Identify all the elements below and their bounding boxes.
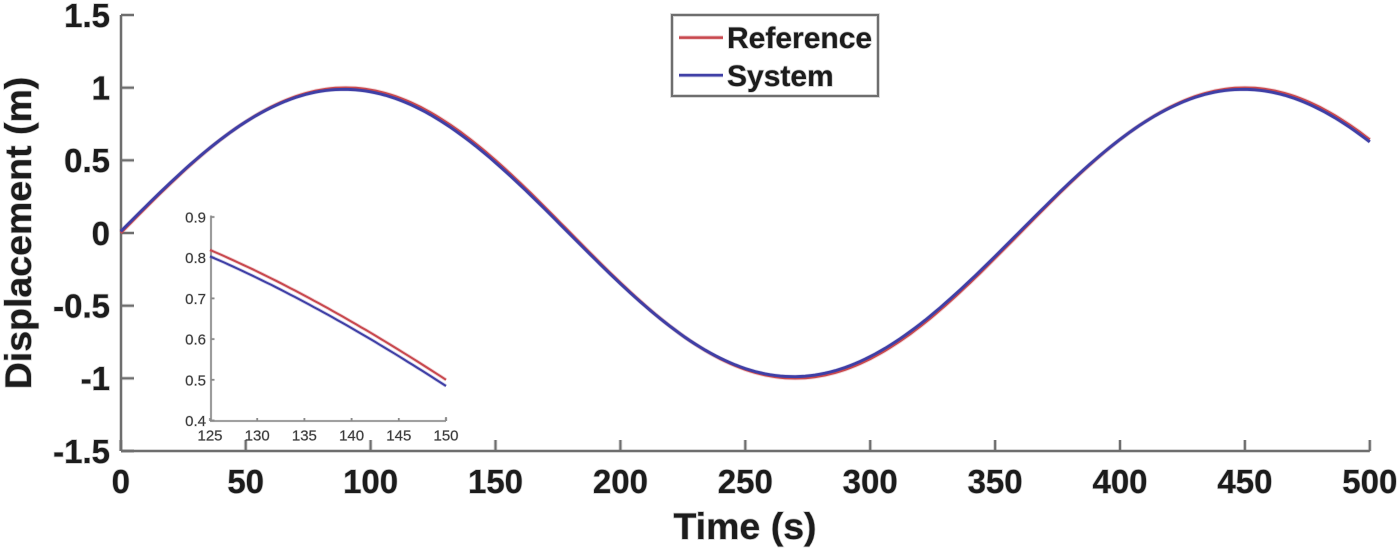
svg-text:500: 500 [1342, 463, 1397, 500]
svg-text:250: 250 [718, 463, 773, 500]
svg-text:300: 300 [843, 463, 898, 500]
svg-text:0.6: 0.6 [185, 332, 206, 349]
svg-text:-1.5: -1.5 [53, 433, 110, 470]
svg-text:Time (s): Time (s) [673, 505, 816, 547]
svg-text:135: 135 [292, 428, 317, 445]
svg-text:0.7: 0.7 [185, 291, 206, 308]
svg-text:System: System [727, 60, 834, 93]
svg-text:0.9: 0.9 [185, 210, 206, 227]
svg-text:-0.5: -0.5 [53, 288, 110, 325]
svg-text:125: 125 [197, 428, 222, 445]
svg-text:0: 0 [92, 215, 110, 252]
svg-text:50: 50 [227, 463, 264, 500]
svg-text:0: 0 [112, 463, 130, 500]
svg-text:0.4: 0.4 [185, 413, 206, 430]
svg-text:0.8: 0.8 [185, 250, 206, 267]
svg-text:-1: -1 [81, 360, 110, 397]
svg-text:0.5: 0.5 [185, 372, 206, 389]
svg-text:130: 130 [245, 428, 270, 445]
svg-text:1.5: 1.5 [64, 0, 110, 34]
svg-text:200: 200 [593, 463, 648, 500]
svg-text:140: 140 [339, 428, 364, 445]
svg-text:400: 400 [1092, 463, 1147, 500]
svg-text:0.5: 0.5 [64, 142, 110, 179]
svg-text:Displacement (m): Displacement (m) [0, 77, 39, 390]
svg-text:150: 150 [468, 463, 523, 500]
svg-text:150: 150 [433, 428, 458, 445]
svg-text:350: 350 [968, 463, 1023, 500]
svg-text:1: 1 [92, 70, 110, 107]
svg-text:145: 145 [386, 428, 411, 445]
svg-text:100: 100 [343, 463, 398, 500]
svg-text:450: 450 [1217, 463, 1272, 500]
svg-text:Reference: Reference [727, 22, 872, 55]
